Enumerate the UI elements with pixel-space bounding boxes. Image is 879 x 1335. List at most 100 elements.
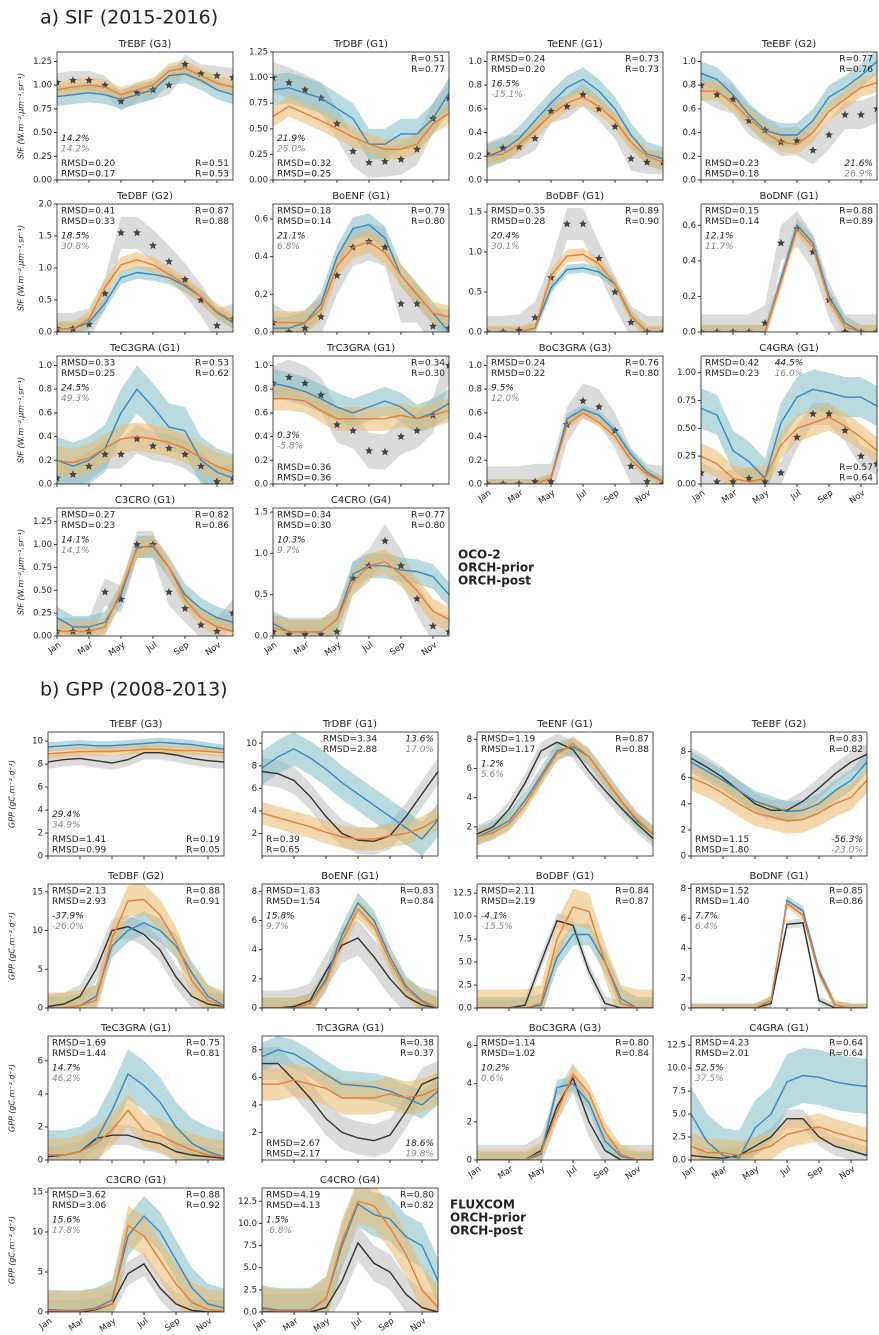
y-tick-label: 0.2 — [468, 456, 482, 466]
rmsd-label: RMSD=0.18 — [705, 170, 760, 180]
y-tick-label: 0.5 — [254, 590, 268, 600]
pct-label: 24.5% — [61, 384, 90, 394]
data-point — [515, 479, 523, 484]
x-tick-label: Jan — [466, 1164, 483, 1180]
data-point — [873, 327, 877, 332]
x-tick-label: Jul — [360, 640, 375, 655]
data-point — [397, 155, 405, 163]
y-tick-label: 1.00 — [33, 81, 52, 91]
y-tick-label: 0 — [681, 852, 686, 862]
data-point — [745, 474, 753, 482]
y-tick-label: 0.4 — [254, 432, 268, 442]
data-point — [579, 90, 587, 99]
y-tick-label: 0 — [38, 852, 43, 862]
y-tick-label: 0.8 — [682, 81, 696, 91]
y-tick-label: 7.5 — [458, 935, 472, 945]
panel-frame — [486, 51, 664, 181]
x-tick-label: Jul — [564, 1164, 579, 1179]
pct-label: 6.8% — [277, 242, 300, 252]
r-label: R=0.83 — [829, 735, 863, 745]
pct-label: -23.0% — [831, 846, 863, 856]
series-line — [691, 1118, 867, 1159]
rmsd-label: RMSD=0.99 — [52, 846, 107, 856]
data-point — [381, 447, 389, 456]
series-line — [273, 105, 449, 150]
x-tick-label: Mar — [67, 1316, 86, 1334]
x-tick-label: Jan — [251, 1316, 268, 1332]
data-point — [117, 595, 125, 603]
series-line — [48, 1109, 224, 1158]
y-tick-label: 0.8 — [468, 81, 482, 91]
y-tick-label: 0.6 — [468, 104, 482, 114]
y-tick-label: 0.8 — [254, 385, 268, 395]
series-line — [691, 902, 867, 1008]
data-point — [197, 620, 205, 629]
panel-frame — [261, 1187, 439, 1313]
data-point — [149, 441, 157, 450]
plot-area — [262, 732, 438, 856]
panel-frame — [47, 731, 225, 857]
y-tick-label: 15 — [32, 887, 43, 897]
r-label: R=0.88 — [186, 887, 220, 897]
y-tick-label: 6 — [38, 1056, 43, 1066]
panel: C3CRO (G1) GPP (gC.m⁻².d⁻¹) 0 5 10 15 Jan Mar Ma… — [8, 1175, 225, 1335]
series-line — [691, 922, 867, 1008]
uncertainty-band — [273, 230, 449, 332]
series-line — [48, 925, 224, 1008]
r-label: R=0.34 — [411, 359, 445, 369]
data-point — [285, 327, 293, 332]
data-point — [611, 122, 619, 131]
data-point — [413, 145, 421, 153]
r-label: R=0.73 — [625, 65, 659, 75]
y-tick-label: 0.00 — [249, 176, 268, 186]
y-tick-label: 1.5 — [38, 232, 52, 242]
data-point — [213, 71, 221, 80]
data-point — [595, 254, 603, 262]
data-point — [515, 326, 523, 332]
series-line — [48, 741, 224, 750]
y-tick-label: 0.25 — [33, 152, 52, 162]
uncertainty-band — [57, 252, 233, 332]
pct-label: -15.5% — [481, 922, 513, 932]
data-point — [69, 470, 77, 478]
r-label: R=0.89 — [625, 207, 659, 217]
data-point — [659, 327, 663, 332]
x-tick-label: Jan — [690, 488, 707, 504]
data-point — [273, 73, 277, 81]
rmsd-label: RMSD=3.62 — [52, 1191, 106, 1201]
pct-label: 0.6% — [481, 1074, 504, 1084]
rmsd-label: RMSD=2.67 — [266, 1139, 320, 1149]
rmsd-label: RMSD=1.14 — [481, 1039, 536, 1049]
data-point — [729, 327, 737, 332]
rmsd-label: RMSD=1.69 — [52, 1039, 107, 1049]
panel: TeENF (G1) 0.0 0.2 0.4 0.6 0.8 1.0 RMSD=0.24RMS… — [468, 39, 664, 186]
r-label: R=0.51 — [195, 159, 229, 169]
y-tick-label: 0.6 — [468, 408, 482, 418]
data-point — [547, 477, 555, 484]
pct-label: 46.2% — [52, 1074, 81, 1084]
pct-label: 17.8% — [52, 1226, 81, 1236]
data-point — [487, 327, 491, 332]
data-point — [515, 142, 523, 151]
r-label: R=0.62 — [195, 369, 229, 379]
data-point — [643, 158, 651, 166]
data-point — [531, 134, 539, 142]
y-tick-label: 1.25 — [249, 48, 268, 58]
y-tick-label: 4 — [252, 1100, 257, 1110]
data-point — [729, 477, 737, 484]
rmsd-label: RMSD=3.06 — [52, 1201, 107, 1211]
y-tick-label: 0.6 — [38, 408, 52, 418]
y-tick-label: 2.5 — [672, 1133, 686, 1143]
data-point — [531, 313, 539, 321]
plot-area — [701, 211, 877, 332]
pct-label: 20.4% — [491, 232, 520, 242]
data-point — [579, 219, 587, 228]
data-point — [213, 627, 221, 635]
data-point — [285, 373, 293, 381]
y-tick-label: 0.00 — [33, 632, 52, 642]
y-tick-label: 6 — [467, 764, 472, 774]
y-tick-label: 10.0 — [453, 912, 472, 922]
r-label: R=0.88 — [195, 217, 229, 227]
rmsd-label: RMSD=3.34 — [323, 735, 378, 745]
series-line — [57, 388, 233, 479]
